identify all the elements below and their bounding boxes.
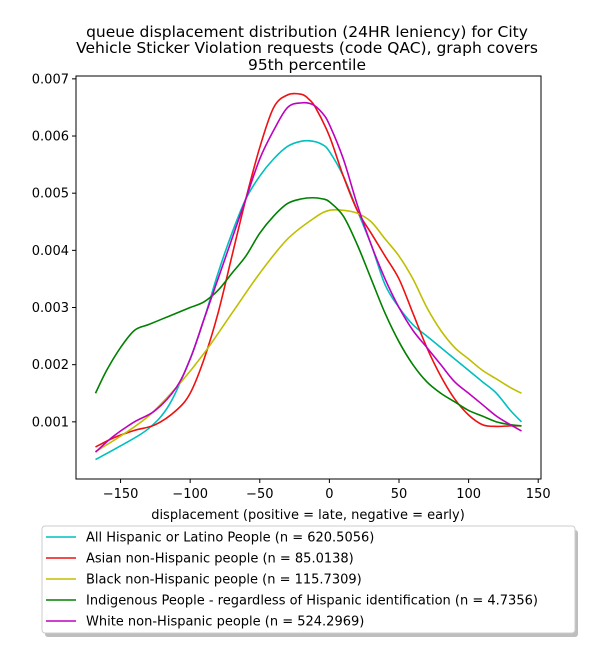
legend-items: All Hispanic or Latino People (n = 620.5… <box>46 531 538 630</box>
legend: All Hispanic or Latino People (n = 620.5… <box>41 525 578 637</box>
x-tick-label: 0 <box>325 487 333 502</box>
series-line-5 <box>94 101 522 453</box>
x-tick-label: −150 <box>103 487 139 502</box>
y-tick-label: 0.007 <box>32 72 69 87</box>
chart-title-line-3: 95th percentile <box>248 56 366 74</box>
series-line-4 <box>94 196 522 427</box>
legend-entry-3: Black non-Hispanic people (n = 115.7309) <box>86 573 362 588</box>
x-tick-label: 150 <box>526 487 551 502</box>
chart-title-line-2: Vehicle Sticker Violation requests (code… <box>76 39 538 57</box>
x-tick-label: 50 <box>391 487 408 502</box>
y-tick-label: 0.006 <box>32 130 69 145</box>
series-group <box>94 92 523 461</box>
y-tick-label: 0.001 <box>32 415 69 430</box>
x-axis: −150 −100 −50 0 50 100 150 <box>103 479 551 502</box>
series-line-3 <box>95 208 522 453</box>
y-tick-label: 0.003 <box>32 301 69 316</box>
legend-entry-4: Indigenous People - regardless of Hispan… <box>86 594 538 609</box>
y-tick-label: 0.004 <box>32 244 69 259</box>
x-tick-label: −100 <box>172 487 208 502</box>
series-line-2 <box>95 92 522 448</box>
chart-title: queue displacement distribution (24HR le… <box>76 23 538 74</box>
series-line-1 <box>95 139 523 461</box>
x-axis-label: displacement (positive = late, negative … <box>151 508 465 523</box>
x-tick-label: 100 <box>456 487 481 502</box>
y-tick-label: 0.002 <box>32 358 69 373</box>
legend-box <box>41 525 576 634</box>
legend-entry-2: Asian non-Hispanic people (n = 85.0138) <box>86 552 354 567</box>
legend-entry-5: White non-Hispanic people (n = 524.2969) <box>86 615 364 630</box>
x-tick-label: −50 <box>246 487 273 502</box>
chart-title-line-1: queue displacement distribution (24HR le… <box>86 23 528 41</box>
legend-entry-1: All Hispanic or Latino People (n = 620.5… <box>86 531 374 546</box>
y-axis: 0.001 0.002 0.003 0.004 0.005 0.006 0.007 <box>32 72 76 430</box>
y-tick-label: 0.005 <box>32 187 69 202</box>
plot-frame <box>75 75 542 480</box>
